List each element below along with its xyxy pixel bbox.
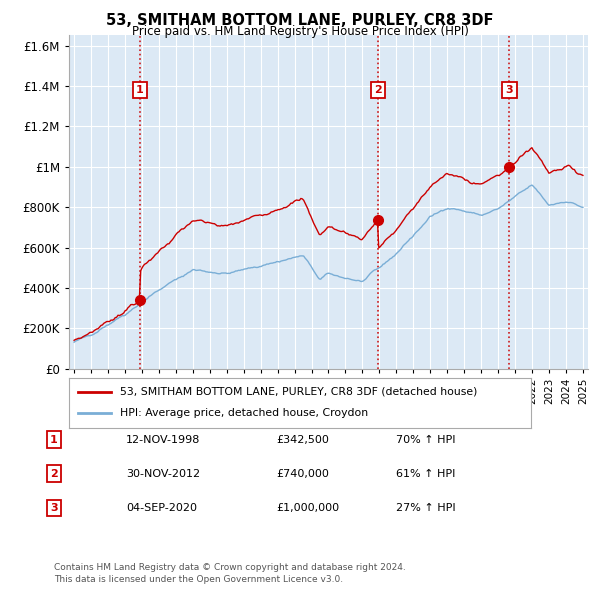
Text: £342,500: £342,500 xyxy=(276,435,329,444)
Text: 12-NOV-1998: 12-NOV-1998 xyxy=(126,435,200,444)
Text: 61% ↑ HPI: 61% ↑ HPI xyxy=(396,469,455,478)
Text: 53, SMITHAM BOTTOM LANE, PURLEY, CR8 3DF: 53, SMITHAM BOTTOM LANE, PURLEY, CR8 3DF xyxy=(106,13,494,28)
Text: This data is licensed under the Open Government Licence v3.0.: This data is licensed under the Open Gov… xyxy=(54,575,343,584)
Text: 3: 3 xyxy=(50,503,58,513)
Text: 27% ↑ HPI: 27% ↑ HPI xyxy=(396,503,455,513)
Text: 2: 2 xyxy=(374,85,382,95)
Text: 70% ↑ HPI: 70% ↑ HPI xyxy=(396,435,455,444)
Text: 2: 2 xyxy=(50,469,58,478)
Text: £1,000,000: £1,000,000 xyxy=(276,503,339,513)
Text: 1: 1 xyxy=(50,435,58,444)
Text: 30-NOV-2012: 30-NOV-2012 xyxy=(126,469,200,478)
Text: Contains HM Land Registry data © Crown copyright and database right 2024.: Contains HM Land Registry data © Crown c… xyxy=(54,563,406,572)
Text: 53, SMITHAM BOTTOM LANE, PURLEY, CR8 3DF (detached house): 53, SMITHAM BOTTOM LANE, PURLEY, CR8 3DF… xyxy=(120,386,477,396)
Text: 1: 1 xyxy=(136,85,143,95)
Text: 3: 3 xyxy=(506,85,513,95)
Text: £740,000: £740,000 xyxy=(276,469,329,478)
Text: Price paid vs. HM Land Registry's House Price Index (HPI): Price paid vs. HM Land Registry's House … xyxy=(131,25,469,38)
Text: 04-SEP-2020: 04-SEP-2020 xyxy=(126,503,197,513)
Text: HPI: Average price, detached house, Croydon: HPI: Average price, detached house, Croy… xyxy=(120,408,368,418)
